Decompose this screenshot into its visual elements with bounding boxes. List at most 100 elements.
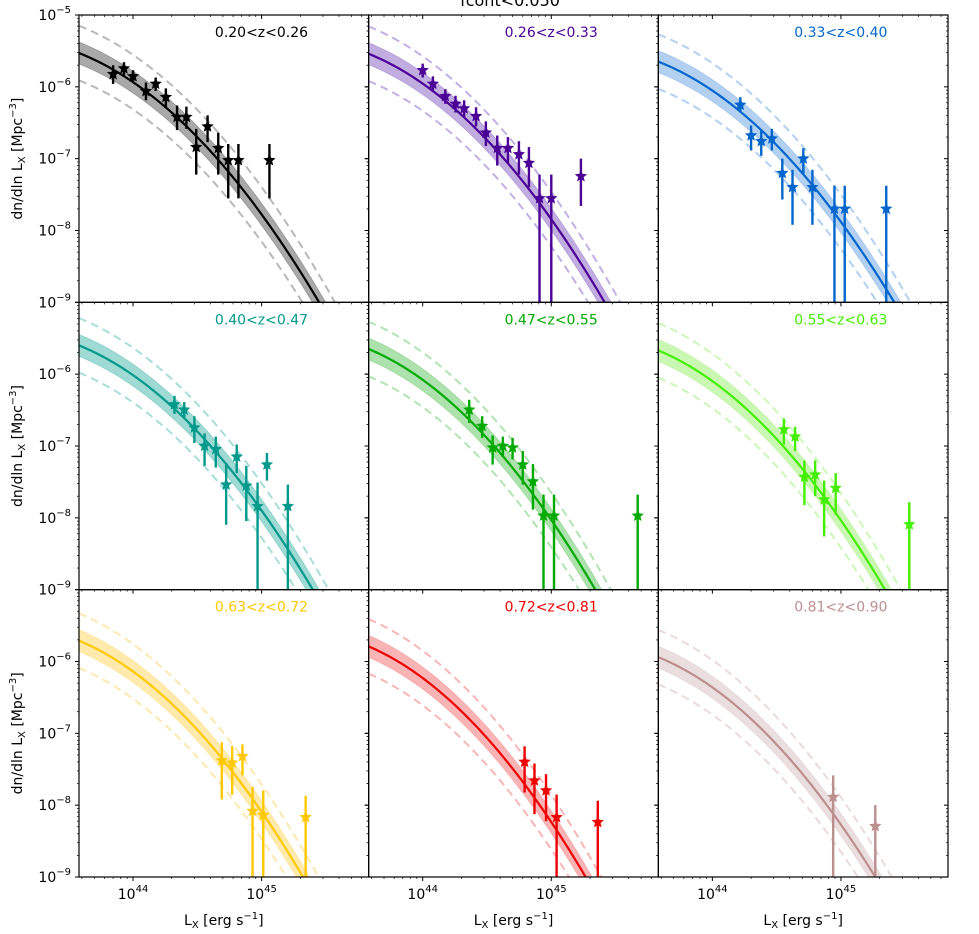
data-point [744, 125, 758, 151]
dashed-envelope-upper [79, 24, 337, 303]
star-marker [829, 481, 842, 494]
x-tick-label: 1045 [826, 884, 857, 903]
panel-1: 0.20<z<0.26 [75, 14, 370, 303]
star-marker [776, 166, 789, 179]
data-point [106, 65, 120, 84]
star-marker [180, 110, 193, 123]
data-point [439, 89, 452, 104]
star-marker [806, 180, 819, 193]
star-marker [528, 774, 541, 786]
confidence-band [368, 42, 612, 303]
data-point [178, 401, 191, 419]
star-marker [222, 153, 235, 166]
star-marker [479, 126, 493, 138]
data-point [631, 494, 644, 590]
data-point [798, 460, 811, 506]
star-marker [506, 441, 519, 453]
dashed-envelope-upper [368, 25, 622, 303]
data-point [533, 174, 546, 303]
star-marker [263, 153, 276, 166]
star-marker [232, 153, 245, 166]
data-point [117, 62, 131, 76]
data-point [212, 132, 225, 175]
y-tick-label: 10−7 [38, 436, 71, 455]
panel-frame [657, 301, 949, 591]
star-marker [251, 499, 264, 512]
fit-line [79, 52, 321, 303]
y-tick-label: 10−9 [38, 580, 71, 599]
star-marker [188, 421, 201, 433]
data-point [190, 128, 203, 175]
data-point [126, 69, 140, 83]
data-point [491, 135, 504, 166]
y-tick-label: 10−7 [38, 149, 71, 168]
star-marker [838, 202, 851, 215]
star-marker [522, 156, 536, 169]
data-point [788, 426, 802, 452]
confidence-band [658, 50, 902, 303]
data-point [159, 88, 173, 108]
star-marker [159, 90, 173, 103]
data-point [496, 436, 510, 458]
star-marker [486, 441, 499, 453]
star-marker [463, 403, 476, 415]
confidence-band [79, 629, 310, 878]
star-marker [545, 191, 558, 204]
panel-label: 0.40<z<0.47 [215, 312, 308, 328]
data-point [734, 97, 747, 113]
star-marker [496, 439, 510, 452]
panel-label: 0.20<z<0.26 [215, 25, 308, 41]
star-marker [744, 129, 758, 141]
plot-area [658, 33, 912, 303]
data-point [797, 148, 810, 175]
data-point [869, 805, 882, 877]
star-marker [178, 403, 191, 415]
star-marker [869, 819, 882, 832]
data-point [512, 141, 526, 175]
y-axis-label: dn/dln LX [Mpc−3] [8, 98, 28, 220]
star-marker [212, 141, 225, 154]
data-point [526, 464, 540, 510]
panel-8: 0.72<z<0.81 [364, 589, 659, 881]
axis-labels: 10−5 10−6 10−7 10−8 10−9 dn/dln LX [Mpc−3] 10−… [8, 5, 856, 931]
data-point [449, 95, 462, 113]
data-point [479, 121, 493, 147]
panel-frame [657, 589, 949, 878]
panel-frame [78, 301, 370, 591]
star-marker [547, 509, 561, 521]
fit-line [368, 52, 606, 303]
star-marker [201, 120, 214, 132]
data-point [817, 480, 831, 537]
star-marker [788, 430, 802, 442]
y-tick-label: 10−6 [38, 77, 71, 96]
star-marker [190, 140, 203, 153]
star-marker [526, 475, 540, 487]
confidence-band [368, 635, 593, 878]
star-marker [786, 180, 799, 193]
star-marker [149, 77, 162, 90]
panel-label: 0.55<z<0.63 [794, 312, 887, 328]
star-marker [491, 141, 504, 154]
fit-line [658, 60, 896, 303]
confidence-band [658, 339, 892, 590]
star-marker [219, 478, 233, 490]
plot-area [368, 25, 622, 303]
star-marker [880, 202, 893, 215]
plot-area [79, 612, 320, 878]
star-marker [469, 109, 483, 122]
star-marker [457, 101, 471, 114]
y-axis-label: dn/dln LX [Mpc−3] [8, 385, 28, 507]
data-point [829, 473, 842, 515]
plot-area [658, 628, 893, 878]
plot-area [79, 24, 337, 303]
data-point [486, 435, 499, 465]
panel-frame [368, 589, 659, 878]
data-point [903, 502, 916, 590]
star-marker [439, 89, 452, 102]
star-marker [550, 810, 563, 823]
y-axis-label: dn/dln LX [Mpc−3] [8, 672, 28, 794]
star-marker [170, 110, 184, 123]
confidence-band [368, 337, 603, 590]
data-point [528, 763, 541, 815]
y-tick-label: 10−9 [38, 867, 71, 886]
